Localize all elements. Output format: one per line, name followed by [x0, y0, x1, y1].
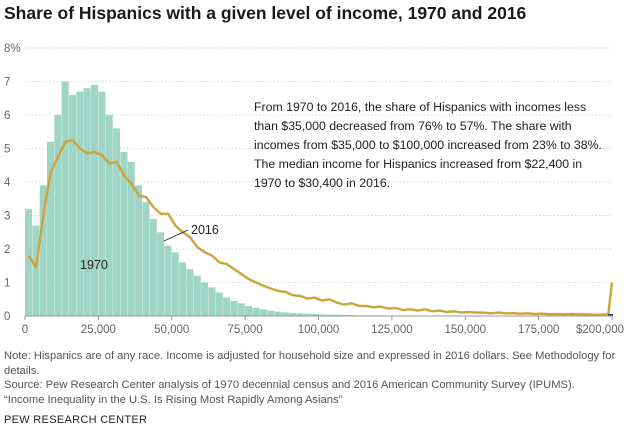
x-tick-label: 25,000 — [81, 324, 116, 336]
y-tick-label: 6 — [4, 110, 10, 122]
bar-1970 — [303, 313, 311, 316]
series-label-1970: 1970 — [80, 258, 108, 272]
bar-1970 — [98, 91, 106, 316]
bar-1970 — [333, 314, 341, 316]
x-tick-label: 150,000 — [444, 324, 486, 336]
y-tick-label: 8% — [4, 43, 21, 55]
bar-1970 — [186, 269, 194, 316]
y-tick-label: 3 — [4, 211, 10, 223]
bar-1970 — [105, 115, 113, 316]
bar-1970 — [47, 141, 55, 316]
y-tick-label: 5 — [4, 144, 10, 156]
bar-1970 — [347, 314, 355, 316]
bar-1970 — [259, 309, 267, 316]
notes-block: Note: Hispanics are of any race. Income … — [4, 349, 636, 407]
y-tick-label: 7 — [4, 77, 10, 89]
bar-1970 — [171, 252, 179, 316]
bar-1970 — [127, 161, 135, 316]
bar-1970 — [281, 312, 289, 316]
chart-title: Share of Hispanics with a given level of… — [4, 3, 527, 23]
income-distribution-chart: 0 1 2 3 4 5 6 7 8% 0 25,000 50,000 75,000 100,000 125,… — [4, 43, 624, 336]
note-text: Note: Hispanics are of any race. Income … — [4, 350, 616, 377]
y-tick-label: 0 — [4, 311, 10, 323]
bar-1970 — [61, 81, 69, 316]
bar-1970 — [164, 245, 172, 316]
bar-1970 — [289, 312, 297, 316]
series-labels: 1970 2016 — [80, 223, 219, 272]
bar-1970 — [311, 313, 319, 316]
bar-1970 — [325, 314, 333, 316]
bar-1970 — [83, 88, 91, 316]
brand-name: PEW RESEARCH CENTER — [4, 414, 148, 426]
bar-1970 — [69, 94, 77, 317]
bar-1970 — [215, 292, 223, 316]
x-tick-label: 0 — [22, 324, 28, 336]
bar-1970 — [237, 303, 245, 316]
bar-1970 — [179, 262, 187, 316]
bar-1970 — [230, 300, 238, 316]
bar-1970 — [223, 297, 231, 316]
series-label-2016: 2016 — [191, 223, 219, 237]
source-text: Source: Pew Research Center analysis of … — [4, 379, 575, 391]
bar-1970 — [76, 91, 84, 316]
x-tick-label: 50,000 — [154, 324, 189, 336]
bar-1970 — [25, 208, 33, 316]
x-tick-label: $200,000 — [576, 324, 624, 336]
bar-1970 — [142, 202, 150, 316]
bar-1970 — [113, 128, 121, 316]
bar-1970 — [157, 232, 165, 316]
chart-annotation: From 1970 to 2016, the share of Hispanic… — [254, 100, 602, 190]
bar-1970 — [149, 218, 157, 316]
bar-1970 — [267, 310, 275, 316]
bar-1970 — [135, 185, 143, 316]
x-tick-label: 100,000 — [298, 324, 340, 336]
bar-1970 — [252, 307, 260, 316]
y-tick-label: 4 — [4, 177, 11, 189]
y-tick-label: 1 — [4, 278, 10, 290]
x-tick-label: 175,000 — [518, 324, 560, 336]
report-title: “Income Inequality in the U.S. Is Rising… — [4, 393, 343, 406]
x-tick-label: 75,000 — [228, 324, 263, 336]
bar-1970 — [120, 151, 128, 316]
bars-1970 — [25, 81, 399, 317]
bar-1970 — [340, 314, 348, 316]
bar-1970 — [208, 287, 216, 316]
x-tick-label: 125,000 — [371, 324, 413, 336]
bar-1970 — [201, 282, 209, 316]
axes: 0 1 2 3 4 5 6 7 8% 0 25,000 50,000 75,000 100,000 125,… — [4, 43, 624, 336]
bar-1970 — [91, 84, 99, 316]
bar-1970 — [32, 225, 40, 316]
line-2016-group — [27, 138, 614, 316]
line-2016 — [27, 138, 614, 316]
bar-1970 — [274, 311, 282, 316]
bar-1970 — [296, 313, 304, 316]
y-tick-label: 2 — [4, 244, 10, 256]
bar-1970 — [54, 115, 62, 316]
bar-1970 — [245, 305, 253, 316]
bar-1970 — [39, 185, 47, 316]
bar-1970 — [193, 275, 201, 316]
bar-1970 — [318, 314, 326, 316]
series-label-2016-leader — [163, 229, 189, 242]
